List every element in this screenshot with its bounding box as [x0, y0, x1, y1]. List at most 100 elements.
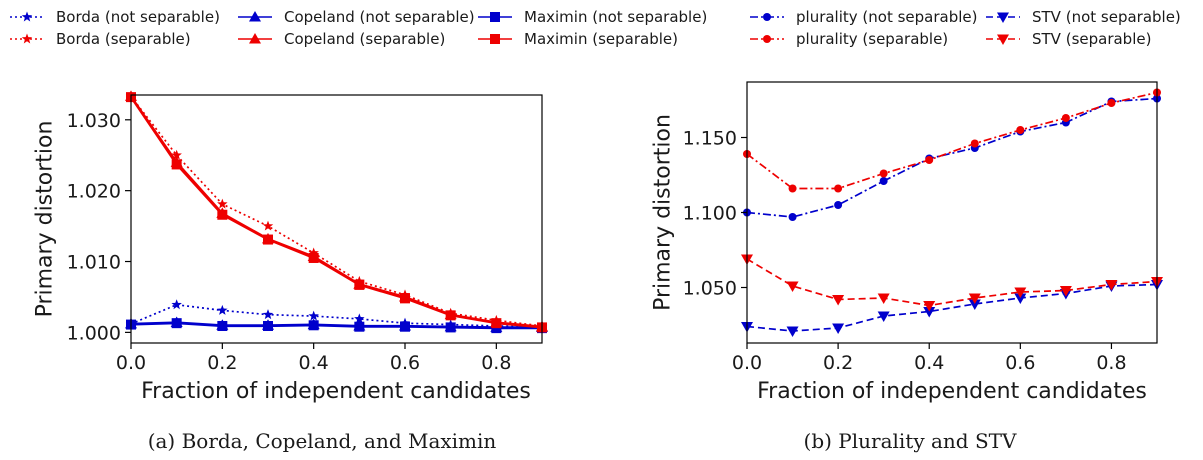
legend-marker — [249, 11, 261, 22]
data-point — [308, 310, 319, 321]
y-tick-label: 1.050 — [683, 278, 737, 300]
series-borda-separable — [125, 90, 548, 331]
y-tick-label: 1.150 — [683, 128, 737, 150]
data-point — [445, 310, 456, 321]
data-point — [834, 201, 843, 209]
data-point — [879, 169, 888, 178]
x-tick-label: 0.2 — [207, 352, 237, 374]
data-point — [968, 293, 981, 304]
data-point — [968, 299, 981, 310]
series-line — [130, 96, 543, 329]
legend-entry-stv-separable: STV (separable) — [986, 30, 1151, 48]
legend-marker — [21, 11, 33, 22]
legend: Borda (not separable) Borda (separable) Co… — [10, 8, 1181, 48]
data-point — [171, 159, 182, 170]
legend-entry-stv-not-separable: STV (not separable) — [986, 8, 1181, 26]
data-point — [171, 299, 182, 310]
data-point — [834, 184, 843, 193]
legend-marker — [763, 35, 771, 43]
series-line — [746, 283, 1158, 332]
data-point — [1061, 114, 1070, 122]
data-point — [308, 252, 319, 263]
y-axis-label: Primary distortion — [33, 121, 58, 318]
series-line — [130, 95, 543, 328]
data-point — [308, 320, 319, 331]
x-tick-label: 0.6 — [390, 352, 420, 374]
legend-marker — [249, 33, 261, 44]
x-tick-label: 0.8 — [1096, 352, 1126, 374]
legend-entry-copeland-separable: Copeland (separable) — [238, 30, 445, 48]
data-point — [788, 213, 797, 221]
data-point — [400, 293, 410, 304]
x-tick-label: 0.4 — [914, 352, 944, 374]
data-point — [879, 177, 888, 185]
legend-entry-copeland-not-separable: Copeland (not separable) — [238, 8, 475, 26]
legend-entry-borda-separable: Borda (separable) — [10, 30, 191, 48]
data-point — [217, 304, 228, 315]
data-point — [262, 220, 274, 231]
x-tick-label: 0.6 — [1005, 352, 1035, 374]
series-line — [746, 97, 1158, 218]
legend-label: Copeland (not separable) — [284, 8, 475, 26]
legend-label: Maximin (not separable) — [524, 8, 707, 26]
data-point — [171, 149, 182, 160]
legend-entry-plurality-not-separable: plurality (not separable) — [750, 8, 978, 26]
data-point — [263, 234, 273, 245]
series-line — [746, 91, 1158, 190]
data-point — [171, 318, 182, 329]
data-point — [217, 320, 228, 331]
caption: (b) Plurality and STV — [804, 429, 1017, 453]
legend-marker — [21, 33, 33, 44]
y-axis-label: Primary distortion — [651, 114, 676, 311]
caption: (a) Borda, Copeland, and Maximin — [148, 429, 497, 453]
x-axis-label: Fraction of independent candidates — [141, 379, 531, 404]
data-point — [217, 209, 228, 220]
legend-label: Borda (separable) — [56, 30, 191, 48]
legend-entry-plurality-separable: plurality (separable) — [750, 30, 948, 48]
legend-entry-borda-not-separable: Borda (not separable) — [10, 8, 220, 26]
series-stv-separable — [741, 254, 1163, 312]
legend-marker — [763, 13, 771, 21]
series-plurality-not-separable — [743, 94, 1161, 221]
legend-marker — [490, 34, 500, 44]
x-tick-label: 0.4 — [299, 352, 329, 374]
series-plurality-separable — [743, 88, 1161, 193]
x-tick-label: 0.2 — [823, 352, 853, 374]
y-tick-label: 1.030 — [67, 110, 121, 132]
series-line — [130, 95, 543, 327]
x-tick-label: 0.0 — [732, 352, 762, 374]
chart-borda-copeland-maximin: 0.0 0.2 0.4 0.6 0.8 1.000 1.010 1.020 1.030 Fract… — [33, 90, 548, 453]
legend-label: Borda (not separable) — [56, 8, 220, 26]
legend-label: STV (not separable) — [1032, 8, 1181, 26]
data-point — [1059, 286, 1072, 297]
data-point — [786, 326, 799, 337]
series-line — [130, 322, 542, 330]
data-point — [877, 293, 890, 304]
series-stv-not-separable — [741, 280, 1163, 337]
data-point — [1016, 126, 1025, 134]
data-point — [1014, 293, 1027, 304]
data-point — [262, 309, 274, 320]
plot-frame — [130, 94, 543, 344]
series-group — [125, 90, 548, 334]
data-point — [354, 313, 365, 324]
series-line — [746, 258, 1158, 307]
legend-entry-maximin-separable: Maximin (separable) — [478, 30, 678, 48]
data-point — [217, 198, 228, 209]
data-point — [923, 301, 936, 312]
y-tick-label: 1.010 — [67, 252, 121, 274]
series-group — [741, 88, 1163, 337]
legend-label: plurality (not separable) — [796, 8, 978, 26]
data-point — [1107, 99, 1116, 107]
legend-label: Maximin (separable) — [524, 30, 678, 48]
data-point — [1105, 280, 1118, 291]
legend-marker — [997, 34, 1009, 45]
data-point — [923, 307, 936, 318]
data-point — [832, 295, 845, 306]
data-point — [445, 322, 456, 333]
data-point — [970, 139, 979, 148]
x-tick-label: 0.8 — [481, 352, 511, 374]
data-point — [354, 279, 365, 290]
legend-marker — [490, 12, 500, 22]
